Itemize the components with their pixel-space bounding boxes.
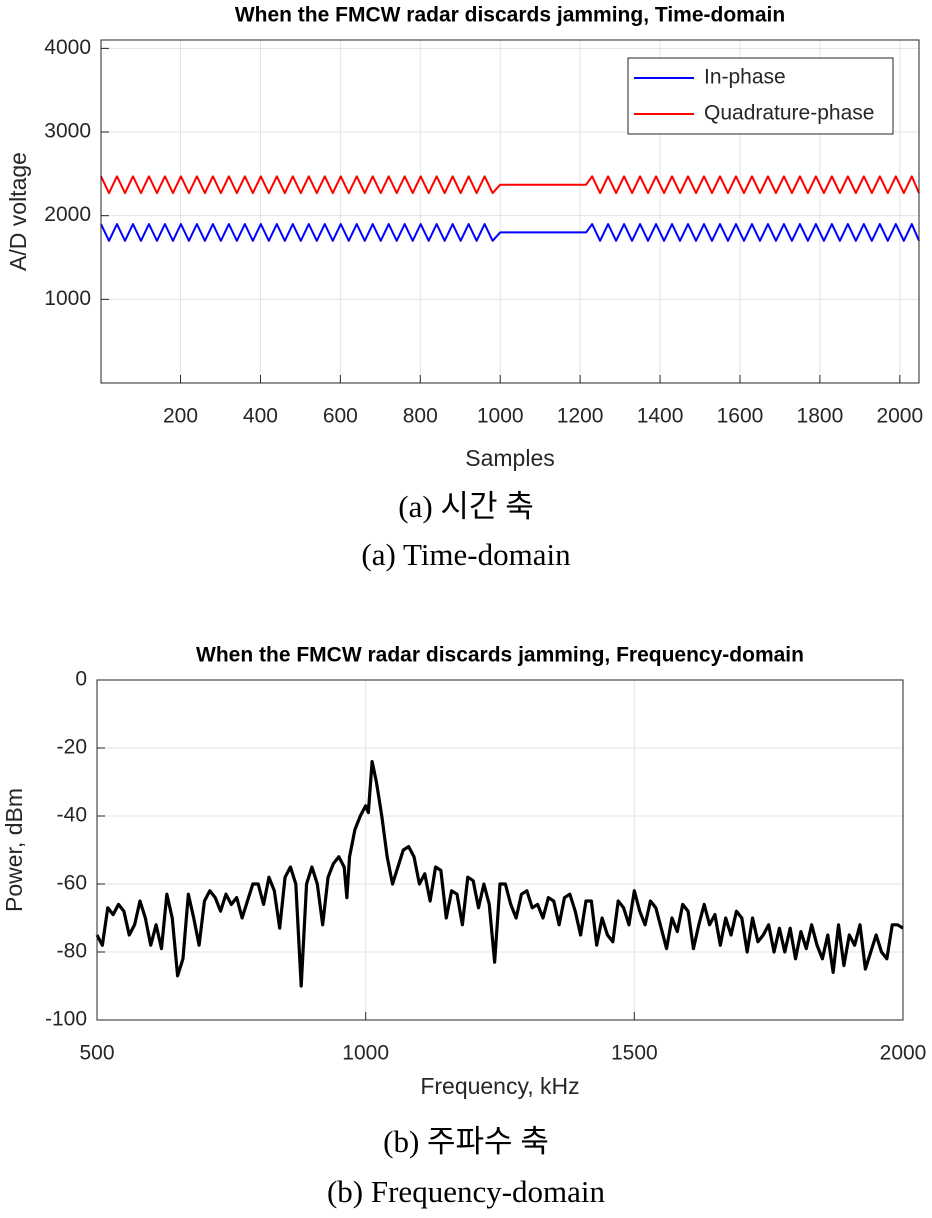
x-tick-label: 1600	[717, 405, 764, 428]
legend-box	[627, 57, 894, 135]
caption: (b) 주파수 축	[383, 1124, 549, 1159]
y-tick-label: 1000	[44, 287, 91, 310]
y-axis-label: A/D voltage	[5, 152, 31, 271]
plot-frame	[96, 679, 904, 1021]
y-tick-label: 0	[75, 668, 87, 691]
legend-label: In-phase	[704, 66, 786, 89]
y-tick-label: 2000	[44, 203, 91, 226]
x-tick-label: 2000	[880, 1042, 927, 1065]
legend-label: Quadrature-phase	[704, 102, 874, 125]
x-tick-label: 200	[163, 405, 198, 428]
x-tick-label: 400	[243, 405, 278, 428]
x-axis-label: Frequency, kHz	[420, 1073, 579, 1099]
chart-title: When the FMCW radar discards jamming, Ti…	[235, 4, 785, 27]
y-tick-label: -40	[57, 804, 87, 827]
x-tick-label: 800	[403, 405, 438, 428]
y-tick-label: -80	[57, 940, 87, 963]
x-axis-label: Samples	[465, 445, 554, 471]
y-tick-label: -100	[45, 1008, 87, 1031]
caption: (b) Frequency-domain	[327, 1174, 606, 1209]
data-line	[100, 175, 920, 195]
x-tick-label: 600	[323, 405, 358, 428]
y-tick-label: 4000	[44, 36, 91, 59]
data-line	[100, 223, 920, 242]
x-tick-label: 1800	[797, 405, 844, 428]
x-tick-label: 2000	[876, 405, 923, 428]
y-tick-label: -20	[57, 736, 87, 759]
chart-title: When the FMCW radar discards jamming, Fr…	[196, 644, 804, 667]
caption: (a) Time-domain	[361, 537, 571, 572]
data-line	[95, 760, 904, 988]
y-tick-label: 3000	[44, 120, 91, 143]
x-tick-label: 1000	[342, 1042, 389, 1065]
x-tick-label: 1000	[477, 405, 524, 428]
plot-frame	[100, 39, 920, 384]
y-tick-label: -60	[57, 872, 87, 895]
x-tick-label: 500	[79, 1042, 114, 1065]
x-tick-label: 1500	[611, 1042, 658, 1065]
x-tick-label: 1400	[637, 405, 684, 428]
x-tick-label: 1200	[557, 405, 604, 428]
y-axis-label: Power, dBm	[1, 788, 27, 912]
caption: (a) 시간 축	[398, 489, 533, 524]
